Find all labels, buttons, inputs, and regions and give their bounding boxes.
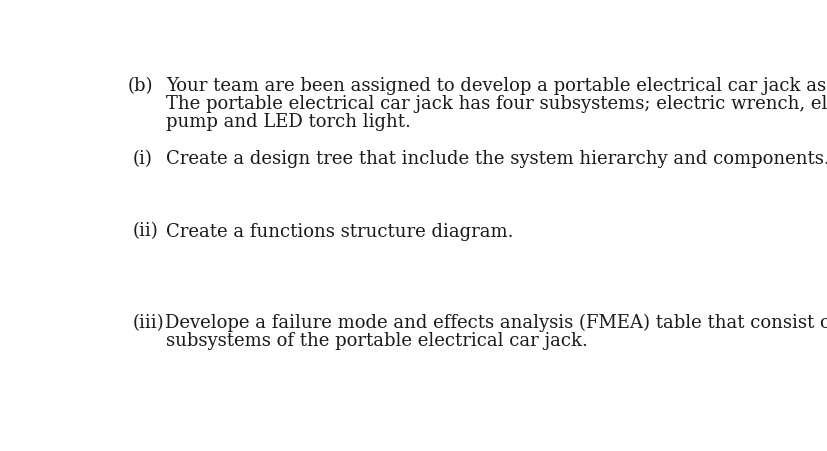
Text: Create a design tree that include the system hierarchy and components.: Create a design tree that include the sy… [166,149,827,167]
Text: Create a functions structure diagram.: Create a functions structure diagram. [166,222,514,240]
Text: Develope a failure mode and effects analysis (FMEA) table that consist of any tw: Develope a failure mode and effects anal… [165,313,827,332]
Text: (ii): (ii) [133,222,159,240]
Text: Your team are been assigned to develop a portable electrical car jack as shown i: Your team are been assigned to develop a… [166,77,827,95]
Text: (b): (b) [127,77,153,95]
Text: subsystems of the portable electrical car jack.: subsystems of the portable electrical ca… [166,331,587,350]
Text: (iii): (iii) [133,313,165,331]
Text: The portable electrical car jack has four subsystems; electric wrench, electric : The portable electrical car jack has fou… [166,95,827,113]
Text: pump and LED torch light.: pump and LED torch light. [166,113,411,131]
Text: (i): (i) [133,149,153,167]
